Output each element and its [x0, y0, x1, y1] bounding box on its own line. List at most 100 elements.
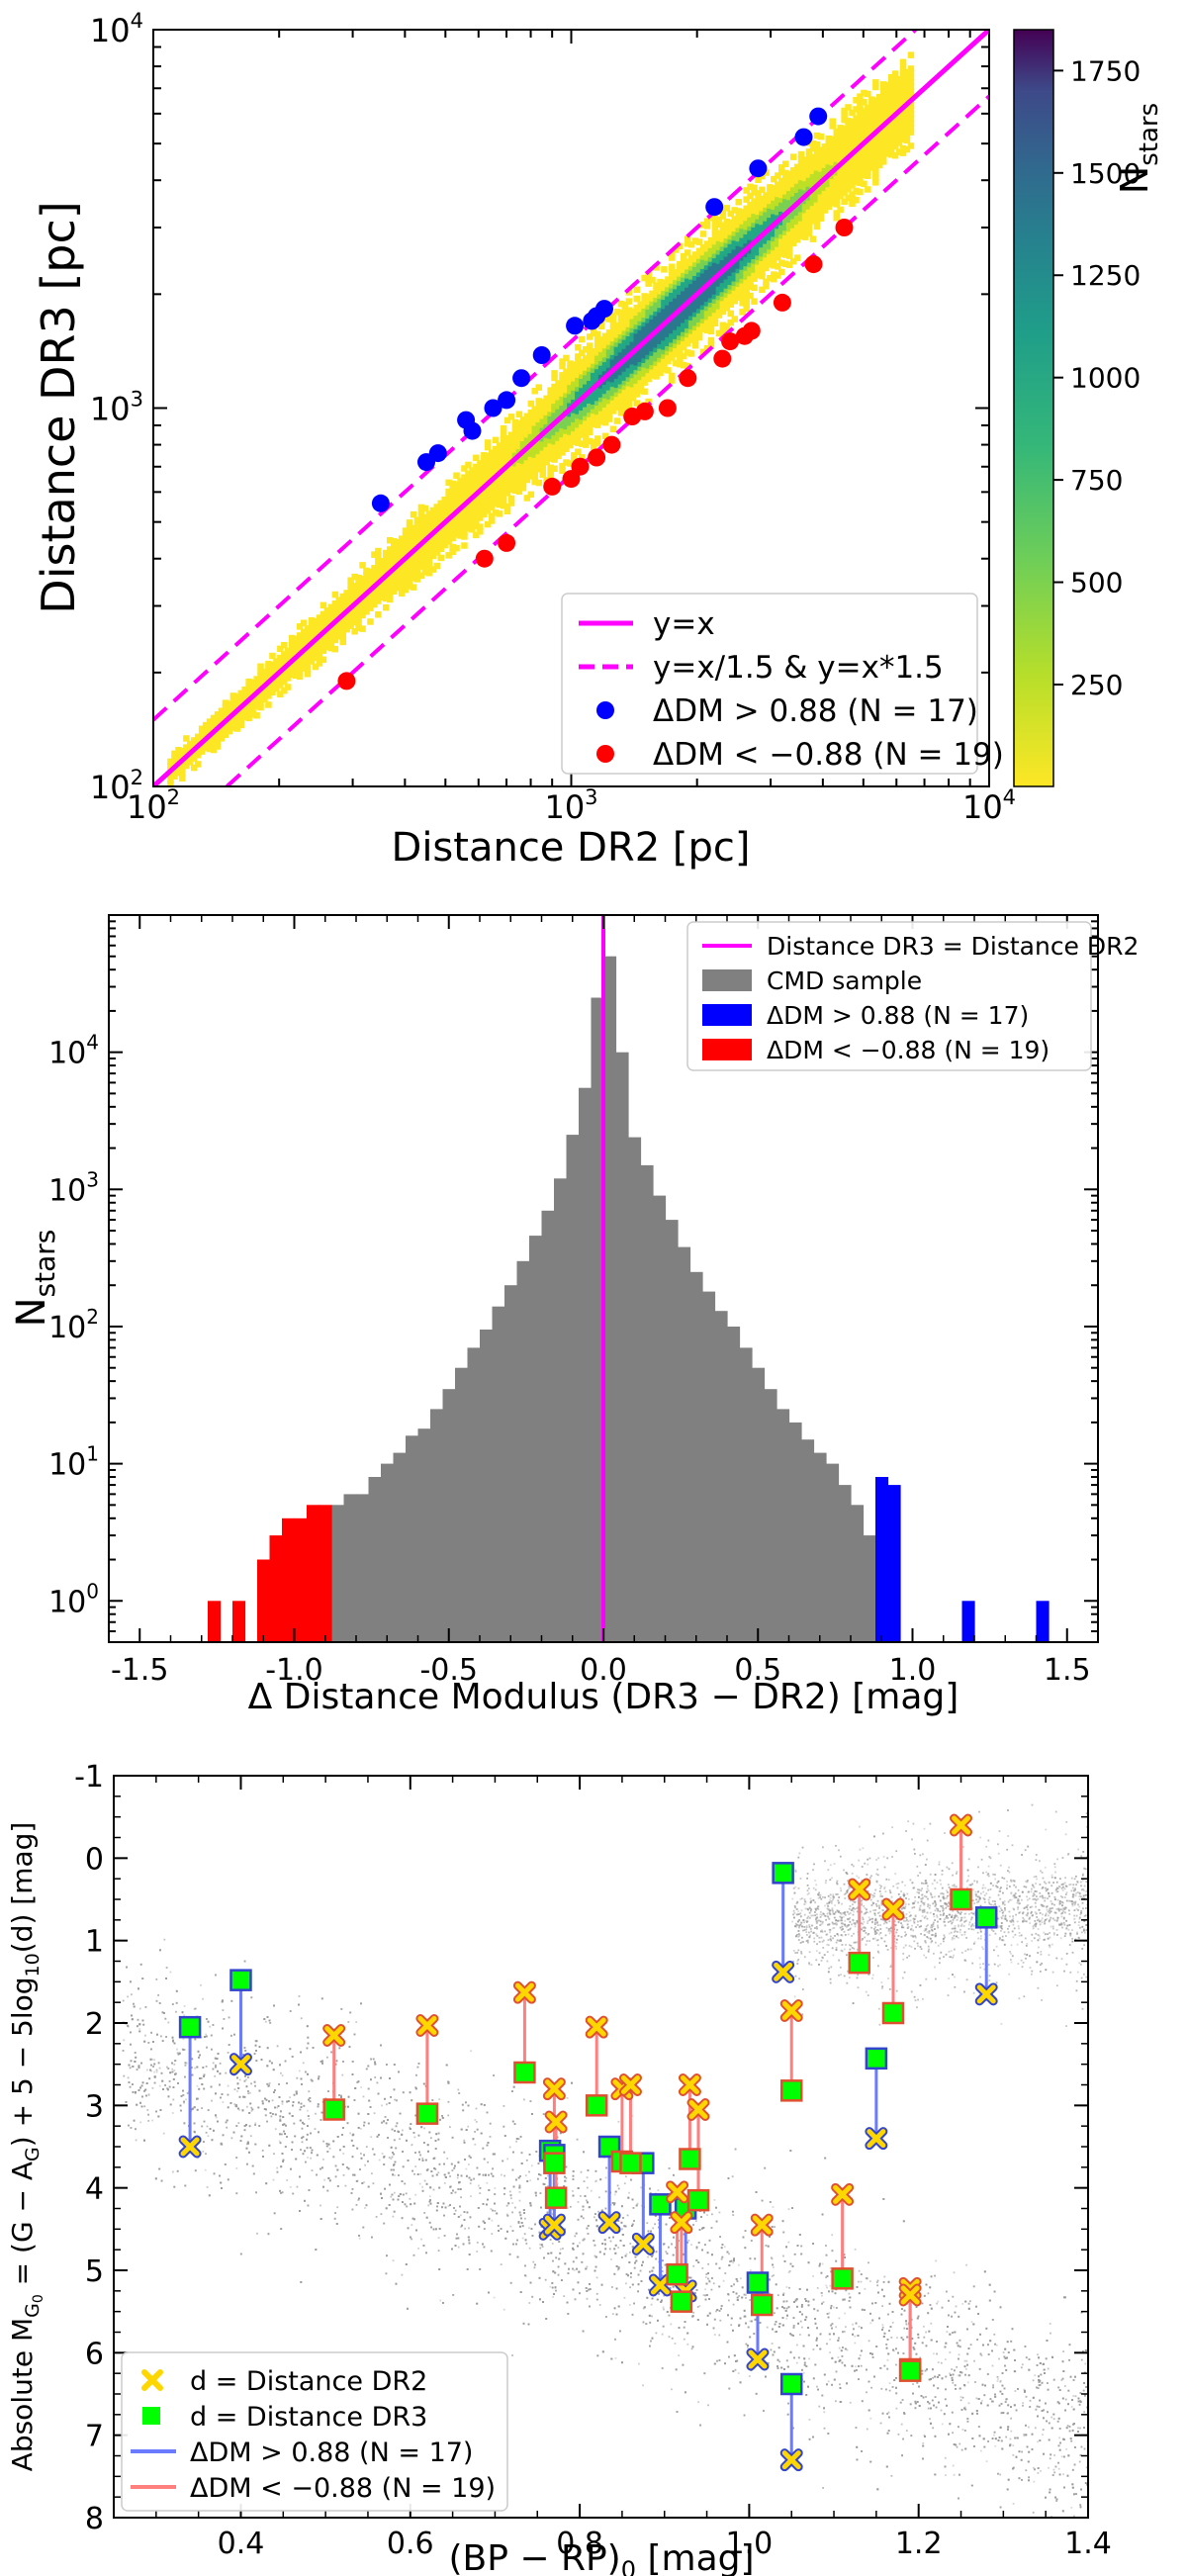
y-axis-label-main: N — [9, 1297, 54, 1327]
dr2-x-marker — [779, 2448, 803, 2472]
panel-distance-comparison: 102 103 104 102 103 104 Distance DR2 [pc] Dis… — [32, 9, 1164, 871]
sample-bar — [739, 1347, 753, 1642]
positive-outlier-point — [595, 300, 613, 319]
legend-box — [686, 921, 1092, 1071]
y-axis-label: Nstars — [9, 1230, 61, 1328]
dr2-x-marker — [750, 2213, 774, 2237]
negative-outlier-bar — [307, 1505, 320, 1642]
colorbar-tick-label: 750 — [1070, 464, 1123, 497]
dr3-square-marker — [772, 1862, 794, 1885]
dr3-square-marker — [746, 2271, 770, 2294]
sample-bar — [480, 1330, 494, 1642]
y-tick-label: -1 — [74, 1760, 104, 1794]
sample-bar — [752, 1367, 766, 1642]
dr3-square-marker — [415, 2102, 439, 2125]
sample-bar — [826, 1463, 840, 1642]
legend-label: CMD sample — [767, 966, 922, 995]
sample-bar — [516, 1260, 530, 1642]
positive-outlier-point — [371, 494, 390, 512]
y-tick-label: 103 — [48, 1167, 99, 1208]
x-tick-label: 0.0 — [580, 1653, 627, 1688]
legend-patch-icon — [702, 1004, 752, 1026]
negative-outlier-bar — [269, 1535, 283, 1642]
dr2-x-marker — [597, 2211, 621, 2235]
panel-color-magnitude-diagram: 0.4 0.6 0.8 1.0 1.2 1.4 -1 0 1 2 3 4 5 6 7 8 (BP − RP)0… — [6, 1760, 1112, 2576]
positive-outlier-point — [428, 444, 447, 463]
y-tick-label: 100 — [48, 1579, 99, 1619]
sample-bar — [678, 1246, 691, 1642]
dr2-x-marker — [831, 2182, 855, 2206]
x-tick-label: 103 — [544, 785, 597, 826]
legend-label: ΔDM > 0.88 (N = 17) — [767, 1001, 1029, 1030]
positive-outlier-point — [749, 159, 768, 178]
positive-outlier-bar — [875, 1477, 889, 1642]
legend-label: ΔDM < −0.88 (N = 19) — [653, 737, 1004, 773]
dr3-square-marker — [898, 2359, 922, 2382]
colorbar-label: Nstars — [1113, 103, 1164, 194]
positive-outlier-point — [566, 317, 585, 335]
legend-box — [121, 2351, 508, 2512]
sample-bar — [813, 1452, 827, 1642]
legend-patch-icon — [702, 969, 752, 991]
colorbar-gradient — [1013, 29, 1054, 787]
x-tick-label: 1.0 — [726, 2527, 774, 2561]
positive-outlier-bar — [1036, 1601, 1050, 1642]
colorbar-tick-label: 1750 — [1070, 54, 1141, 87]
colorbar-label-sub: stars — [1135, 103, 1164, 166]
x-tick-label: 0.4 — [218, 2527, 265, 2561]
dr3-square-marker — [779, 2079, 803, 2102]
dr3-square-marker — [178, 2015, 202, 2039]
negative-outlier-point — [658, 399, 677, 417]
legend-dot-icon — [596, 745, 614, 763]
x-axis-label: (BP − RP)0 [mag] — [448, 2538, 754, 2576]
dr3-square-marker — [544, 2186, 568, 2209]
colorbar-tick-label: 250 — [1070, 669, 1123, 701]
dr2-x-marker — [544, 2110, 568, 2134]
y-tick-label: 4 — [85, 2172, 104, 2207]
legend: d = Distance DR2 d = Distance DR3 ΔDM > 0.… — [121, 2351, 508, 2512]
sample-bar — [776, 1409, 790, 1642]
dr2-x-marker — [666, 2180, 689, 2204]
legend-label: y=x — [653, 606, 715, 642]
y-tick-label: 3 — [85, 2089, 104, 2124]
sample-bar — [529, 1236, 543, 1642]
y-axis-label: Absolute MG0 = (G − AG) + 5 − 5log10(d) … — [6, 1822, 46, 2472]
dr2-x-marker — [670, 2211, 693, 2235]
legend-label: ΔDM > 0.88 (N = 17) — [190, 2438, 473, 2468]
negative-outlier-point — [588, 448, 606, 467]
x-tick-label: -1.5 — [111, 1653, 169, 1688]
sample-bar — [838, 1485, 852, 1642]
dr3-square-marker — [974, 1906, 998, 1929]
y-tick-label: 102 — [48, 1305, 99, 1345]
svg-text:Nstars: Nstars — [9, 1230, 61, 1328]
line-y-equals-x — [153, 30, 989, 786]
dr2-x-marker — [415, 2014, 439, 2037]
y-tick-label: 5 — [85, 2254, 104, 2289]
positive-outlier-point — [498, 391, 516, 410]
sample-bar — [603, 956, 617, 1642]
positive-outlier-bar — [961, 1601, 975, 1642]
dr2-x-marker — [322, 2024, 346, 2047]
colorbar-tick-label: 500 — [1070, 567, 1123, 599]
panel-distance-modulus-histogram: -1.5 -1.0 -0.5 0.0 0.5 1.0 1.5100101102103104 … — [9, 914, 1139, 1717]
dr2-x-marker — [678, 2073, 701, 2096]
dr2-x-marker — [542, 2077, 566, 2101]
dr3-square-marker — [779, 2372, 803, 2396]
positive-outlier-point — [484, 399, 502, 417]
y-tick-label: 101 — [48, 1442, 99, 1483]
negative-outlier-bar — [257, 1559, 271, 1642]
legend-patch-icon — [702, 1039, 752, 1060]
y-axis-label: Distance DR3 [pc] — [32, 201, 85, 613]
negative-outlier-point — [713, 349, 732, 368]
x-tick-label: 1.4 — [1064, 2527, 1112, 2561]
negative-outlier-bar — [232, 1601, 246, 1642]
sample-bar — [788, 1422, 802, 1642]
negative-outlier-point — [773, 293, 791, 312]
negative-outlier-point — [835, 219, 854, 236]
negative-outlier-point — [804, 255, 823, 274]
x-tick-label: 104 — [962, 785, 1016, 826]
dr2-x-marker — [178, 2135, 202, 2159]
dr2-x-marker — [865, 2127, 888, 2151]
sample-bar — [640, 1164, 654, 1642]
